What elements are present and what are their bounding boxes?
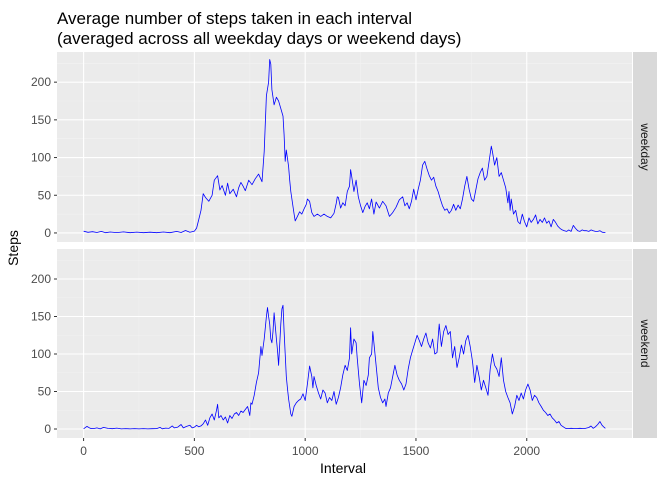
facet-panel-weekend: 0 50 100 150 200 weekend [31,249,657,438]
y-tick-label: 100 [31,347,51,361]
facet-strip-label: weekday [638,122,652,170]
y-tick-label: 200 [31,75,51,89]
y-axis-title: Steps [5,230,21,266]
y-tick-label: 150 [31,310,51,324]
chart-subtitle: (averaged across all weekday days or wee… [57,29,461,48]
x-tick-label: 1500 [403,444,430,458]
series-line-weekday [83,59,606,234]
facet-strip [633,52,657,242]
chart-title: Average number of steps taken in each in… [57,9,412,28]
x-axis: 0 500 1000 1500 2000 [80,438,540,458]
panel-background [57,249,632,438]
facet-strip-label: weekend [638,318,652,367]
x-tick-label: 0 [80,444,87,458]
facet-panel-weekday: 0 50 100 150 200 weekday [31,52,657,242]
x-tick-label: 2000 [513,444,540,458]
x-tick-label: 1000 [292,444,319,458]
x-axis-title: Interval [320,460,366,476]
panel-background [57,52,632,242]
y-tick-label: 50 [38,385,52,399]
facet-strip [633,249,657,438]
series-line-weekend [83,304,606,430]
y-tick-label: 100 [31,151,51,165]
y-tick-label: 50 [38,188,52,202]
x-tick-label: 500 [184,444,204,458]
y-tick-label: 150 [31,113,51,127]
y-tick-label: 200 [31,272,51,286]
y-tick-label: 0 [44,422,51,436]
y-tick-label: 0 [44,226,51,240]
